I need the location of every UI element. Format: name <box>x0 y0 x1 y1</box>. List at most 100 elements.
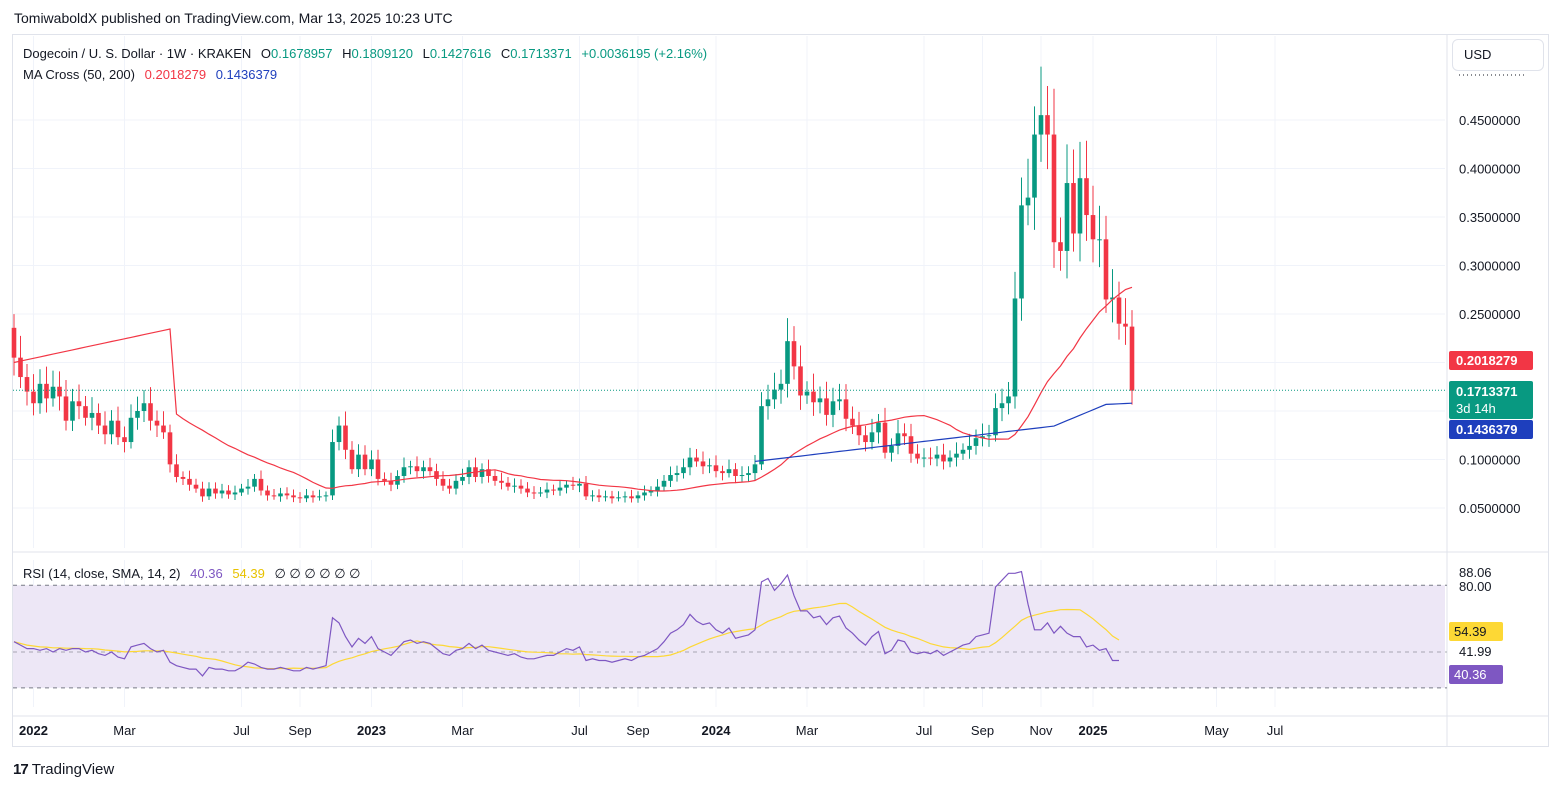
candle-body <box>564 484 569 488</box>
low-value: 0.1427616 <box>429 46 492 61</box>
candle-body <box>791 341 797 367</box>
x-tick-label: Jul <box>1267 723 1284 738</box>
candle-body <box>915 453 920 459</box>
close-label: C <box>500 46 511 61</box>
candle-body <box>869 432 875 443</box>
candle-body <box>993 408 998 436</box>
candle-body <box>226 490 231 495</box>
brand-name: TradingView <box>31 761 115 778</box>
ma-title[interactable]: MA Cross (50, 200) <box>23 67 135 82</box>
candle-body <box>772 389 777 400</box>
candle-body <box>349 449 355 470</box>
candle-body <box>460 476 465 481</box>
candle-body <box>174 464 179 477</box>
candle-body <box>785 341 790 384</box>
candle-body <box>746 473 751 476</box>
candle-body <box>856 425 862 436</box>
x-tick-label: 2023 <box>357 723 386 738</box>
ma50-value: 0.2018279 <box>144 67 207 82</box>
x-tick-label: Nov <box>1029 723 1053 738</box>
candle-body <box>356 454 361 470</box>
candle-body <box>245 486 251 489</box>
rsi-sma-line <box>13 602 1120 670</box>
x-tick-label: 2024 <box>702 723 732 738</box>
candle-body <box>304 495 309 499</box>
y-tick-label: 0.0500000 <box>1459 501 1520 516</box>
candle-body <box>1077 178 1083 234</box>
candle-body <box>219 490 225 494</box>
x-tick-label: Sep <box>626 723 649 738</box>
candle-body <box>414 466 420 472</box>
candle-body <box>642 492 647 496</box>
candle-body <box>882 422 888 453</box>
candle-body <box>200 488 205 497</box>
candle-body <box>726 469 732 474</box>
rsi-sma-value: 54.39 <box>232 566 265 581</box>
candle-body <box>960 449 966 454</box>
x-tick-label: Sep <box>971 723 994 738</box>
candle-body <box>830 401 836 415</box>
candle-body <box>258 478 264 491</box>
candle-body <box>102 425 108 435</box>
candle-body <box>31 391 36 404</box>
rsi-value: 40.36 <box>190 566 223 581</box>
ma50-price-tag: 0.2018279 <box>1449 351 1533 370</box>
candle-body <box>148 403 153 421</box>
candle-body <box>570 484 576 486</box>
y-tick-label: 0.3000000 <box>1459 259 1520 274</box>
rsi-extra: ∅ ∅ ∅ ∅ ∅ ∅ <box>274 566 361 581</box>
candle-body <box>694 457 699 462</box>
x-tick-label: 2022 <box>19 723 48 738</box>
candle-body <box>427 467 433 472</box>
candle-body <box>50 386 56 399</box>
candle-body <box>934 454 940 459</box>
candle-body <box>122 437 127 443</box>
candle-body <box>1090 215 1096 240</box>
currency-button[interactable]: USD <box>1452 39 1544 71</box>
candle-body <box>453 480 459 489</box>
x-tick-label: Mar <box>796 723 819 738</box>
candle-body <box>616 497 621 499</box>
candle-body <box>518 485 524 489</box>
candle-body <box>525 488 530 493</box>
symbol-title[interactable]: Dogecoin / U. S. Dollar · 1W · KRAKEN <box>23 46 252 61</box>
ma-legend: MA Cross (50, 200) 0.2018279 0.1436379 <box>23 67 283 82</box>
tradingview-logo[interactable]: 17 TradingView <box>13 761 114 778</box>
candle-body <box>213 488 218 494</box>
candle-body <box>1110 297 1115 300</box>
candle-body <box>700 461 706 467</box>
candle-body <box>161 425 166 433</box>
candle-body <box>733 469 738 476</box>
rsi-title[interactable]: RSI (14, close, SMA, 14, 2) <box>23 566 181 581</box>
candle-body <box>980 436 985 439</box>
candle-body <box>986 435 992 437</box>
rsi-sma-tag: 54.39 <box>1449 622 1503 641</box>
candle-body <box>362 454 368 470</box>
candle-body <box>824 398 829 415</box>
candle-body <box>687 457 693 468</box>
candle-body <box>323 495 329 497</box>
candle-body <box>486 469 491 476</box>
low-label: L <box>422 46 430 61</box>
open-value: 0.1678957 <box>271 46 333 61</box>
x-tick-label: May <box>1204 723 1229 738</box>
candle-body <box>713 465 719 472</box>
candle-body <box>635 495 641 499</box>
x-tick-label: Mar <box>113 723 136 738</box>
close-value: 0.1713371 <box>510 46 572 61</box>
candle-body <box>928 457 933 459</box>
candle-body <box>1129 326 1135 391</box>
high-label: H <box>342 46 352 61</box>
candle-body <box>1097 239 1102 241</box>
candle-body <box>811 391 816 403</box>
candle-body <box>778 383 784 390</box>
candle-body <box>408 466 413 468</box>
candle-body <box>388 480 394 485</box>
candle-body <box>804 391 810 396</box>
candle-body <box>947 457 953 462</box>
candle-body <box>271 495 277 497</box>
candle-body <box>765 399 771 407</box>
y-tick-label: 0.4500000 <box>1459 113 1520 128</box>
candle-body <box>817 398 823 403</box>
